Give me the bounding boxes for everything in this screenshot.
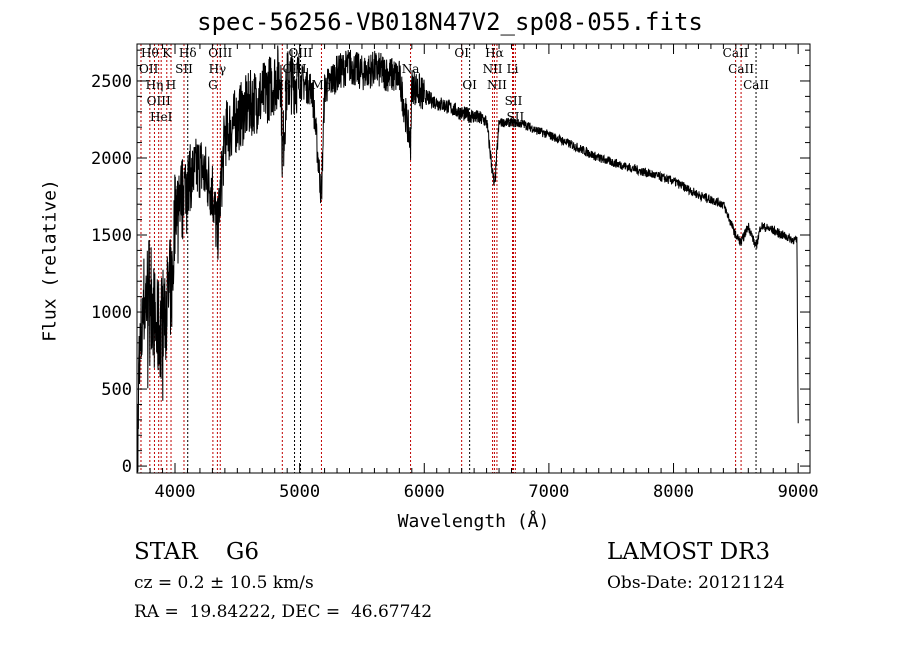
spectral-line-label: Hθ — [141, 46, 159, 60]
spectral-line-label: SII — [505, 94, 523, 108]
chart-title: spec-56256-VB018N47V2_sp08-055.fits — [197, 8, 703, 36]
spectral-line-label: CaII — [728, 62, 754, 76]
y-tick-label: 1500 — [91, 226, 132, 246]
spectral-line-label: CaII — [723, 46, 749, 60]
spectral-line-label: Hγ — [209, 62, 227, 76]
redshift-text: cz = 0.2 ± 10.5 km/s — [134, 573, 314, 593]
x-tick-label: 6000 — [404, 482, 445, 502]
spectral-line-label: OII — [139, 62, 159, 76]
y-tick-label: 2500 — [91, 72, 132, 92]
object-class: STAR — [134, 539, 198, 565]
spectral-line-label: OI — [454, 46, 469, 60]
x-tick-label: 9000 — [778, 482, 819, 502]
obs-date: Obs-Date: 20121124 — [607, 573, 785, 593]
y-tick-label: 1000 — [91, 303, 132, 323]
spectrum-line — [137, 45, 799, 473]
spectral-line-label: H — [166, 78, 176, 92]
coordinates: RA = 19.84222, DEC = 46.67742 — [134, 602, 433, 622]
spectral-line-label: Hη — [146, 78, 164, 92]
x-tick-label: 8000 — [653, 482, 694, 502]
spectral-line-label: Na — [402, 62, 420, 76]
x-tick-label: 7000 — [528, 482, 569, 502]
spectral-line-label: OIII — [147, 94, 171, 108]
spectral-line-label: NII — [487, 78, 507, 92]
spectral-line-label: OI — [462, 78, 477, 92]
spectral-line-label: OIII — [288, 46, 312, 60]
spectral-line-label: CaII — [743, 78, 769, 92]
y-axis-label: Flux (relative) — [39, 179, 61, 342]
y-tick-label: 500 — [101, 380, 132, 400]
spectral-line-label: SII — [175, 62, 193, 76]
spectral-line-label: OIII — [208, 46, 232, 60]
object-subclass: G6 — [226, 539, 260, 565]
spectral-line-label: NII — [483, 62, 503, 76]
spectral-line-label: Hδ — [179, 46, 197, 60]
x-axis-label: Wavelength (Å) — [397, 511, 550, 532]
spectral-line-label: Li — [507, 62, 519, 76]
spectral-line-label: Hα — [485, 46, 504, 60]
spectral-line-label: G — [208, 78, 218, 92]
y-tick-label: 0 — [122, 457, 132, 477]
x-tick-label: 4000 — [155, 482, 196, 502]
survey-name: LAMOST DR3 — [607, 539, 771, 565]
spectral-line-label: K — [162, 46, 172, 60]
y-tick-label: 2000 — [91, 149, 132, 169]
x-tick-label: 5000 — [279, 482, 320, 502]
plot-frame — [136, 43, 811, 474]
spectral-line-label: HeI — [150, 110, 173, 124]
